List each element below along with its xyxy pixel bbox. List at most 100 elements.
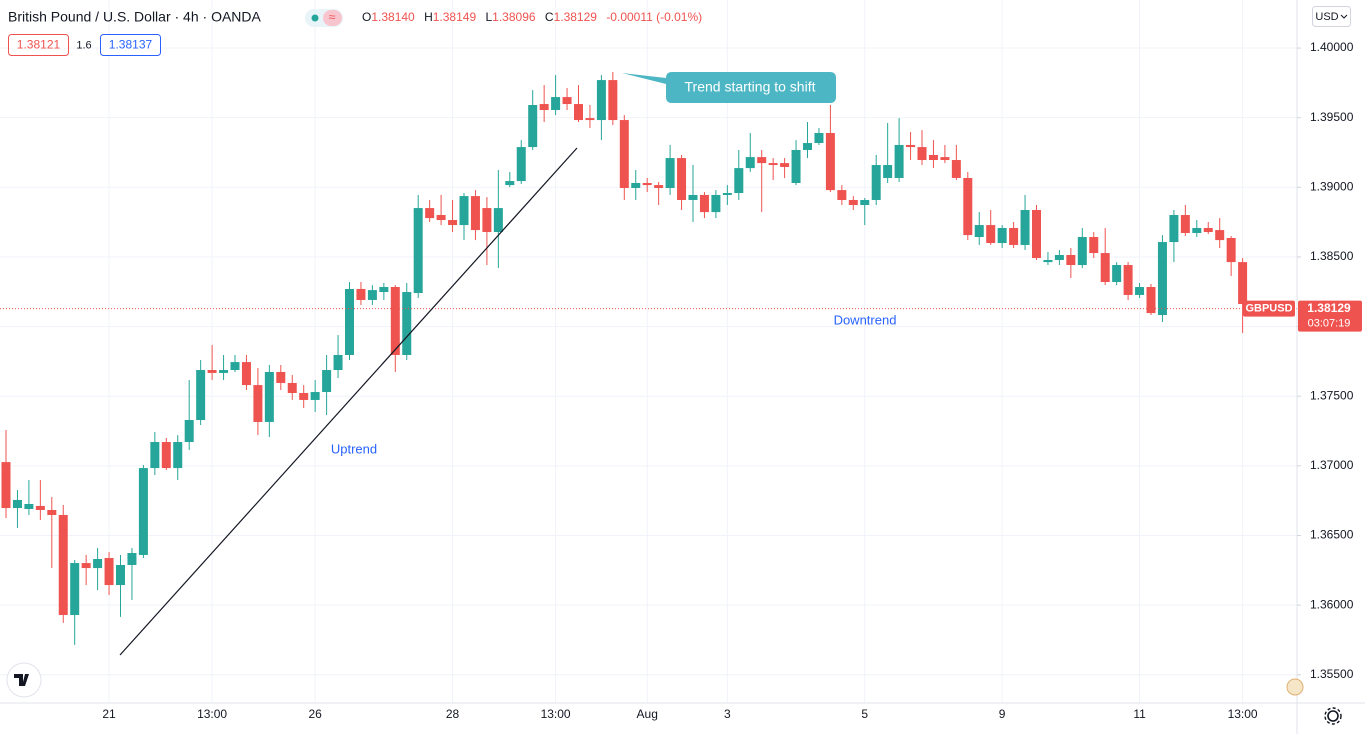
candle-body	[104, 558, 114, 586]
y-tick-label: 1.39000	[1310, 179, 1354, 193]
candle-body	[35, 505, 45, 510]
sell-button[interactable]	[8, 34, 69, 56]
candle-body	[1192, 227, 1202, 233]
symbol-title: British Pound / U.S. Dollar · 4h · OANDA	[8, 9, 262, 25]
candle-body	[58, 514, 68, 615]
ask-price: 1.38137	[109, 38, 153, 52]
ohlc-value: 1.38129	[554, 10, 598, 24]
y-tick-label: 1.36000	[1310, 597, 1354, 611]
y-tick-label: 1.37000	[1310, 458, 1354, 472]
candle-body	[1089, 237, 1099, 254]
candle-body	[825, 132, 835, 191]
ohlc-key: H	[424, 10, 433, 24]
candle-body	[390, 287, 400, 355]
candle-body	[230, 362, 240, 371]
candle-body	[287, 382, 297, 394]
ohlc-value: 1.38096	[492, 10, 536, 24]
x-tick-label: 21	[102, 707, 116, 721]
candle-body	[322, 370, 332, 393]
candle-body	[528, 105, 538, 148]
candle-body	[757, 157, 767, 164]
annotation: Downtrend	[834, 312, 897, 327]
candle-body	[379, 287, 389, 293]
status-icon	[323, 10, 342, 26]
candle-body	[219, 370, 229, 373]
settings-icon-teeth	[1324, 707, 1342, 725]
symbol-tag-label: GBPUSD	[1245, 303, 1292, 315]
x-tick-label: 13:00	[1228, 707, 1258, 721]
candle-body	[70, 563, 80, 615]
candle-body	[848, 199, 858, 205]
candle-body	[1032, 210, 1041, 259]
candle-body	[1043, 260, 1053, 263]
candle-body	[81, 563, 91, 569]
candle-body	[699, 194, 709, 213]
candle-body	[425, 208, 435, 219]
candle-body	[940, 157, 950, 161]
candle-body	[906, 144, 916, 148]
candle-body	[184, 420, 194, 443]
candle-body	[448, 220, 458, 226]
side-icon[interactable]	[1286, 678, 1304, 696]
ohlc-value: 1.38140	[371, 10, 415, 24]
candle-body	[241, 362, 251, 386]
candle-body	[837, 190, 847, 200]
annotation: Uptrend	[331, 441, 377, 456]
candle-body	[1180, 215, 1190, 233]
candle-body	[138, 468, 148, 555]
candle-body	[402, 292, 412, 355]
candle-body	[997, 227, 1007, 244]
candles	[0, 71, 1297, 645]
candle-body	[871, 165, 881, 200]
candle-body	[264, 371, 274, 422]
candle-body	[642, 182, 652, 186]
price-tag-countdown: 03:07:19	[1308, 318, 1351, 330]
candle-body	[963, 177, 973, 236]
ohlc-key: C	[545, 10, 554, 24]
candle-body	[127, 553, 137, 565]
candle-body	[24, 503, 34, 510]
x-tick-label: 28	[446, 707, 460, 721]
ohlc-key: O	[362, 10, 371, 24]
logo-mark	[14, 674, 29, 686]
x-tick-label: 11	[1133, 707, 1146, 721]
buy-button[interactable]	[100, 34, 161, 56]
candle-body	[1100, 253, 1110, 283]
candle-body	[1146, 287, 1156, 314]
y-tick-label: 1.35500	[1310, 667, 1354, 681]
x-tick-label: 5	[861, 707, 868, 721]
candle-body	[516, 147, 526, 182]
currency-button[interactable]	[1312, 6, 1351, 27]
callout-box	[622, 72, 836, 103]
candle-body	[150, 442, 160, 469]
x-tick-label: 3	[724, 707, 731, 721]
candle-body	[791, 149, 801, 183]
settings-icon[interactable]	[1327, 710, 1339, 722]
candle-body	[780, 163, 790, 167]
candle-body	[722, 193, 732, 195]
currency-caret	[1340, 14, 1348, 19]
candle-body	[12, 499, 22, 509]
candle-body	[768, 163, 778, 166]
candle-body	[367, 290, 377, 300]
x-tick-label: 9	[999, 707, 1006, 721]
candle-body	[1157, 242, 1167, 316]
candle-body	[551, 97, 561, 111]
ohlc-legend: O1.38140 H1.38149 L1.38096 C1.38129 -0.0…	[362, 10, 702, 24]
candle-body	[814, 132, 824, 144]
callout-text: Trend starting to shift	[685, 79, 816, 95]
candle-body	[93, 559, 103, 569]
candle-body	[894, 144, 904, 178]
candle-body	[345, 288, 354, 355]
candle-body	[470, 196, 480, 231]
candle-body	[173, 442, 183, 469]
candle-body	[860, 199, 870, 205]
candle-body	[116, 564, 125, 586]
candle-body	[711, 194, 721, 213]
candle-body	[631, 182, 641, 189]
candle-body	[1066, 254, 1076, 266]
candle-body	[505, 181, 515, 186]
change: -0.00011 (-0.01%)	[606, 10, 702, 24]
